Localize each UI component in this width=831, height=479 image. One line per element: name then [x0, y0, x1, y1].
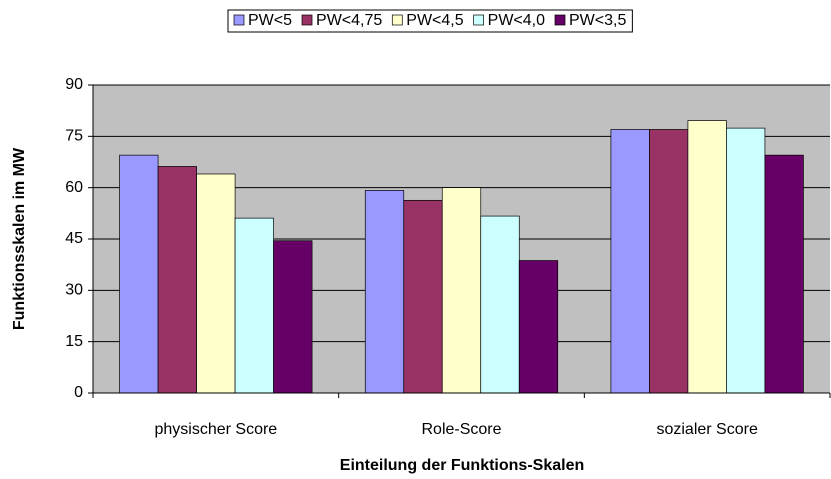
legend-label: PW<4,75 — [316, 12, 382, 29]
legend-label: PW<5 — [248, 12, 292, 29]
bar — [234, 217, 274, 394]
y-tick-label: 90 — [65, 76, 83, 93]
bar — [649, 129, 689, 394]
bar — [157, 166, 197, 394]
bar — [441, 187, 482, 394]
y-axis-title: Funktionsskalen im MW — [11, 147, 28, 330]
x-tick-label: physischer Score — [154, 421, 277, 438]
legend-swatch — [391, 14, 403, 26]
bar — [518, 260, 559, 394]
x-axis-title: Einteilung der Funktions-Skalen — [340, 457, 584, 474]
legend-swatch — [233, 14, 245, 26]
bar — [687, 120, 727, 394]
bar — [726, 127, 766, 394]
x-tick-label: sozialer Score — [656, 421, 757, 438]
bar — [119, 154, 159, 394]
bar — [610, 129, 650, 394]
legend-label: PW<4,5 — [406, 12, 463, 29]
bar — [273, 240, 313, 394]
legend-label: PW<4,0 — [488, 12, 545, 29]
bar — [480, 215, 520, 394]
legend-swatch — [473, 14, 484, 26]
y-tick-label: 15 — [65, 333, 83, 350]
legend-swatch — [554, 14, 566, 26]
y-tick-label: 45 — [65, 230, 83, 247]
bar — [196, 173, 236, 394]
bar — [364, 190, 405, 394]
bar — [403, 199, 443, 394]
legend-swatch — [301, 14, 313, 26]
y-tick-label: 0 — [74, 384, 83, 401]
legend-label: PW<3,5 — [569, 12, 626, 29]
x-tick-label: Role-Score — [421, 421, 501, 438]
y-tick-label: 30 — [65, 282, 83, 299]
y-tick-label: 75 — [65, 128, 83, 145]
legend — [227, 9, 633, 33]
bar — [764, 154, 804, 394]
y-tick-label: 60 — [65, 179, 83, 196]
